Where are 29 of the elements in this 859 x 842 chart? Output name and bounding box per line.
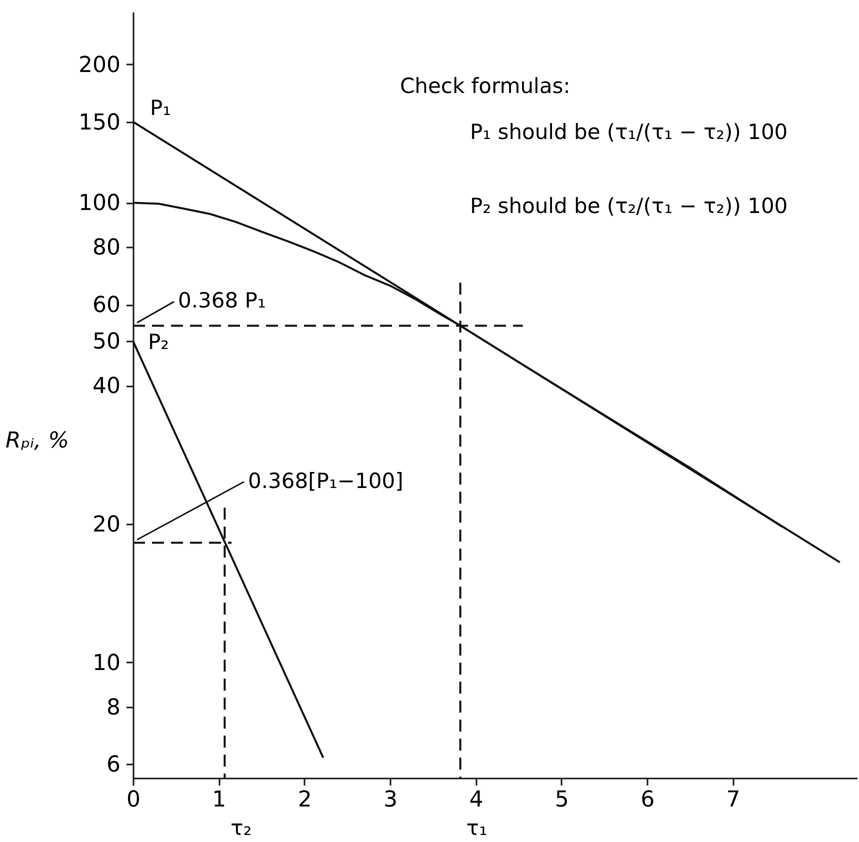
- x-tick-label: 1: [212, 788, 226, 812]
- y-axis-title: Rₚᵢ, %: [6, 428, 70, 454]
- y-tick-label: 8: [106, 695, 120, 720]
- annotation: 0.368 P₁: [178, 288, 266, 313]
- y-tick-label: 50: [92, 330, 120, 355]
- y-tick-label: 20: [92, 512, 120, 538]
- annotation: P₂ should be (τ₂/(τ₁ − τ₂)) 100: [470, 194, 788, 218]
- annotation: τ₂: [230, 816, 252, 840]
- y-tick-label: 10: [92, 650, 120, 676]
- x-tick-label: 7: [726, 788, 740, 812]
- annotation: P₁: [150, 96, 172, 120]
- y-tick-label: 60: [92, 293, 120, 318]
- annotation: P₁ should be (τ₁/(τ₁ − τ₂)) 100: [470, 120, 788, 144]
- y-tick-label: 40: [92, 374, 120, 400]
- x-tick-label: 3: [384, 788, 398, 812]
- annotation: P₂: [148, 330, 170, 354]
- x-tick-label: 6: [640, 788, 655, 812]
- y-tick-label: 150: [78, 110, 120, 136]
- x-tick-label: 0: [126, 788, 140, 812]
- y-tick-label: 80: [92, 236, 120, 261]
- y-tick-label: 100: [78, 191, 120, 216]
- annotation: 0.368[P₁−100]: [248, 468, 404, 493]
- annotation: Check formulas:: [400, 74, 570, 98]
- y-tick-label: 6: [106, 752, 120, 778]
- annotation: τ₁: [466, 816, 488, 840]
- x-tick-label: 5: [554, 788, 569, 812]
- x-tick-label: 4: [469, 788, 484, 812]
- y-tick-label: 200: [78, 52, 120, 78]
- x-tick-label: 2: [298, 788, 312, 812]
